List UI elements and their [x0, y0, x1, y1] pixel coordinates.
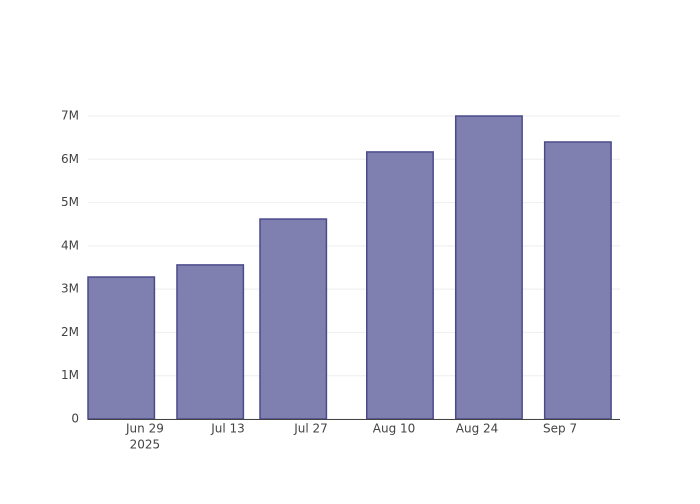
bar — [366, 151, 434, 420]
y-tick-label: 2M — [61, 325, 79, 339]
x-tick-label: Jun 29 — [125, 422, 164, 436]
x-tick-label: Sep 7 — [543, 422, 577, 436]
x-tick-label: Aug 24 — [456, 422, 499, 436]
bar — [176, 264, 245, 420]
y-tick-label: 4M — [61, 238, 79, 252]
bar — [454, 115, 523, 420]
y-tick-label: 0 — [71, 412, 79, 426]
y-tick-label: 5M — [61, 195, 79, 209]
y-tick-label: 7M — [61, 109, 79, 123]
bar — [543, 141, 612, 420]
y-tick-label: 6M — [61, 152, 79, 166]
x-tick-label: Aug 10 — [373, 422, 416, 436]
bar — [87, 276, 156, 420]
bar — [259, 218, 328, 420]
y-tick-label: 1M — [61, 368, 79, 382]
x-tick-year: 2025 — [130, 438, 161, 452]
x-tick-label: Jul 27 — [293, 422, 328, 436]
x-tick-label: Jul 13 — [210, 422, 245, 436]
y-tick-label: 3M — [61, 282, 79, 296]
